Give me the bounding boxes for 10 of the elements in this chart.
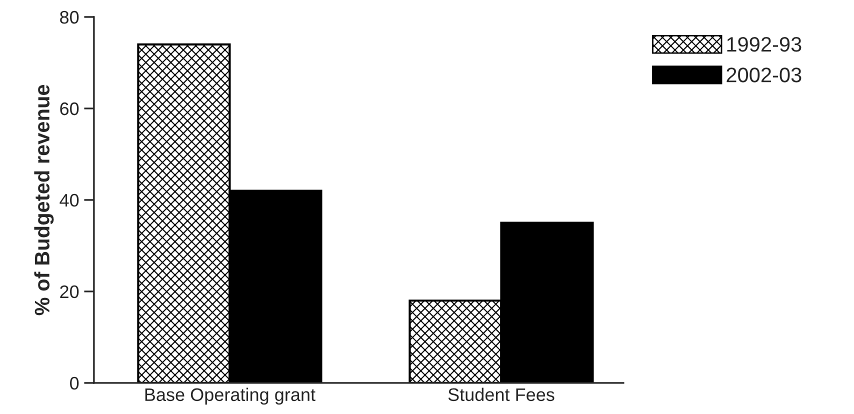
- y-tick-label: 60: [60, 102, 79, 116]
- y-tick-label: 80: [60, 10, 79, 24]
- y-tick-label: 40: [60, 194, 79, 207]
- legend-label: 2002-03: [726, 68, 802, 82]
- legend-label: 1992-93: [727, 37, 802, 52]
- y-tick-label: 20: [60, 285, 79, 298]
- x-tick-label: Base Operating grant: [145, 388, 316, 405]
- x-tick-label: Student Fees: [448, 388, 554, 402]
- y-tick-label: 0: [70, 376, 79, 390]
- y-axis-title: % of Budgeted revenue: [34, 84, 54, 316]
